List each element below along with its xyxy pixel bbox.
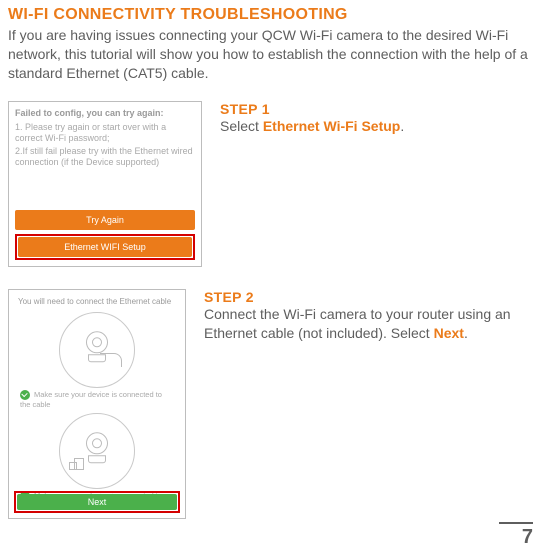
screenshot2-header: You will need to connect the Ethernet ca…: [18, 297, 180, 307]
camera-icon: [84, 433, 110, 467]
plug-icon: [74, 458, 84, 470]
note1-text: Make sure your device is connected to th…: [20, 390, 162, 409]
highlight-box: Next: [14, 491, 180, 513]
step1-prefix: Select: [220, 118, 263, 134]
step2-screenshot: You will need to connect the Ethernet ca…: [8, 289, 186, 519]
diagram-circle-2: [59, 413, 135, 489]
step1-body: Select Ethernet Wi-Fi Setup.: [220, 117, 404, 136]
step1-suffix: .: [400, 118, 404, 134]
step2-suffix: .: [464, 325, 468, 341]
step1-screenshot: Failed to config, you can try again: 1. …: [8, 101, 202, 267]
step1-accent: Ethernet Wi-Fi Setup: [263, 118, 401, 134]
next-button: Next: [17, 494, 177, 510]
page-number: 7: [499, 522, 533, 549]
page-title: WI-FI CONNECTIVITY TROUBLESHOOTING: [8, 6, 531, 24]
step2-heading: STEP 2: [204, 289, 531, 305]
cable-icon: [100, 353, 122, 367]
ethernet-setup-button: Ethernet WIFI Setup: [18, 237, 192, 257]
try-again-button: Try Again: [15, 210, 195, 230]
step1-heading: STEP 1: [220, 101, 404, 117]
screenshot1-line1: 1. Please try again or start over with a…: [15, 122, 195, 145]
step2-body: Connect the Wi-Fi camera to your router …: [204, 305, 531, 343]
screenshot1-buttons: Try Again Ethernet WIFI Setup: [15, 210, 195, 260]
screenshot2-note1: Make sure your device is connected to th…: [20, 390, 174, 409]
screenshot1-header: Failed to config, you can try again:: [15, 108, 195, 118]
step1-text: STEP 1 Select Ethernet Wi-Fi Setup.: [220, 101, 404, 267]
step2-text: STEP 2 Connect the Wi-Fi camera to your …: [204, 289, 531, 519]
diagram-circle-1: [59, 312, 135, 388]
step2-row: You will need to connect the Ethernet ca…: [8, 289, 531, 519]
step2-accent: Next: [434, 325, 464, 341]
highlight-box: Ethernet WIFI Setup: [15, 234, 195, 260]
screenshot1-line2: 2.If still fail please try with the Ethe…: [15, 146, 195, 169]
check-icon: [20, 390, 30, 400]
intro-text: If you are having issues connecting your…: [8, 26, 531, 83]
step1-row: Failed to config, you can try again: 1. …: [8, 101, 531, 267]
